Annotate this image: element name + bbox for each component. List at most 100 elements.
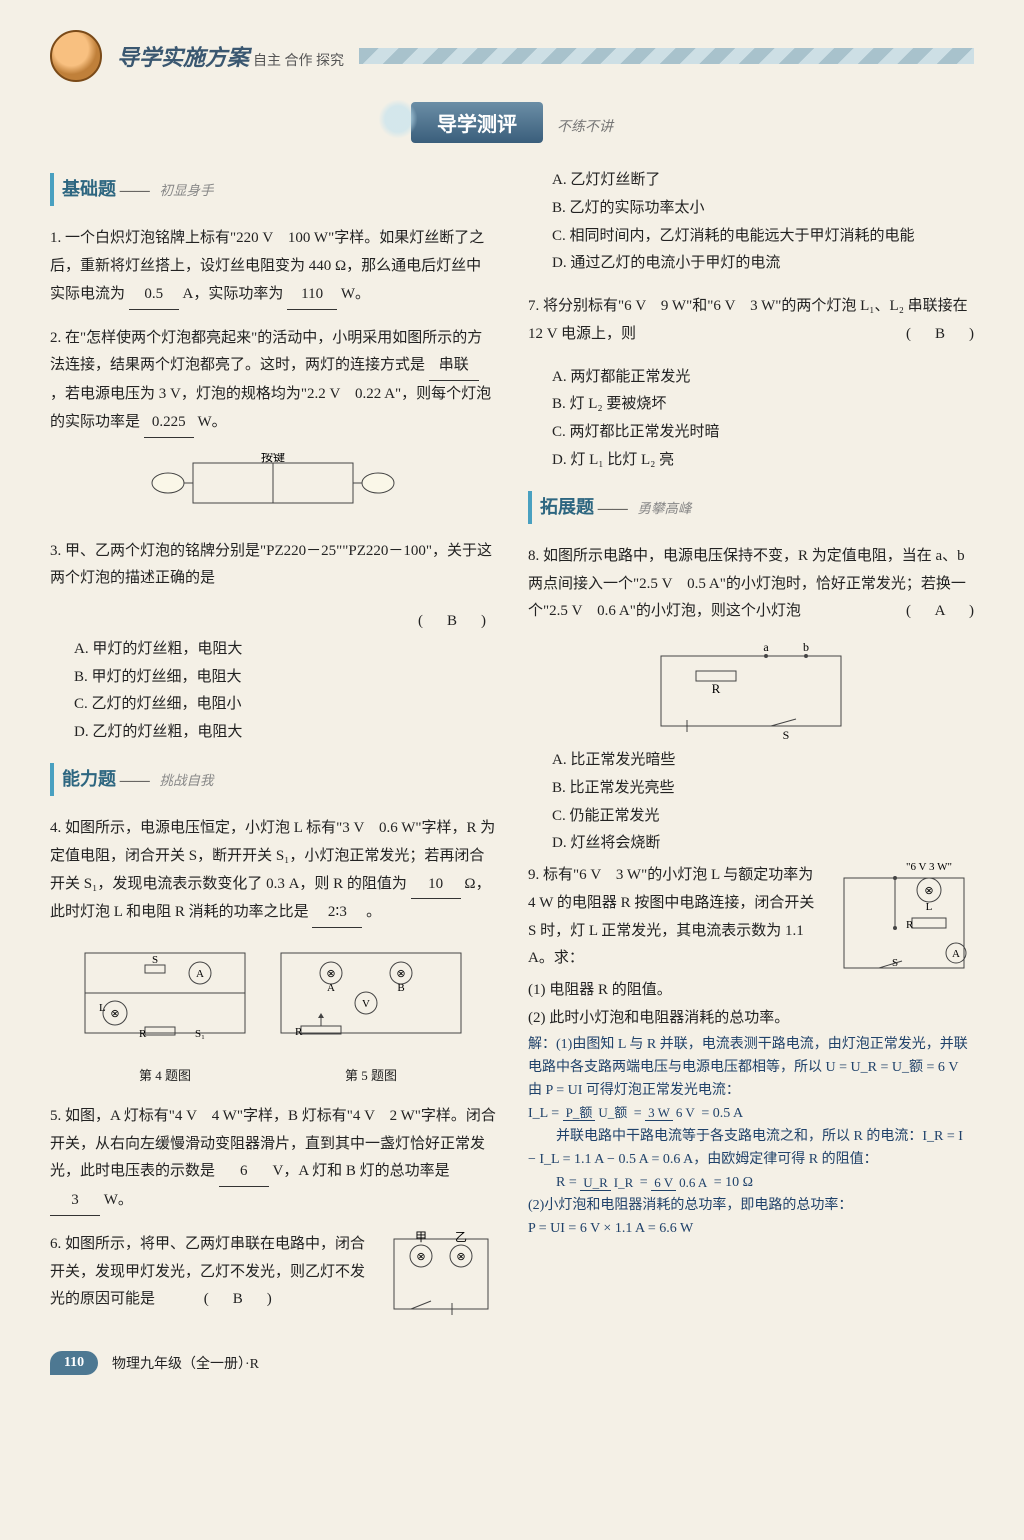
sol9-eq2-mid: = <box>640 1175 648 1190</box>
q9-solution: 解：(1)由图知 L 与 R 并联，电流表测干路电流，由灯泡正常发光，并联电路中… <box>528 1033 974 1241</box>
section-basic-sub: 初显身手 <box>160 183 214 198</box>
q3-optB: B. 甲灯的灯丝细，电阻大 <box>74 664 496 692</box>
svg-text:L: L <box>99 1002 106 1014</box>
book-title: 物理九年级（全一册）·R <box>112 1353 259 1373</box>
page-number: 110 <box>50 1351 98 1375</box>
q3-optC: C. 乙灯的灯丝细，电阻小 <box>74 691 496 719</box>
eval-title: 导学测评 <box>411 102 543 143</box>
sol9-eq1-bot2: 6 V <box>673 1105 698 1120</box>
q9-diagram: "6 V 3 W" ⊗ L R A S <box>834 858 974 978</box>
sol9-l5: P = UI = 6 V × 1.1 A = 6.6 W <box>528 1217 974 1240</box>
svg-text:A: A <box>327 982 335 994</box>
q7-optC: C. 两灯都比正常发光时暗 <box>552 419 974 447</box>
svg-text:⊗: ⊗ <box>110 1008 119 1020</box>
svg-text:A: A <box>196 968 204 980</box>
q4-blank2: 2∶3 <box>312 899 362 928</box>
svg-text:"6 V 3 W": "6 V 3 W" <box>906 861 952 873</box>
svg-text:B: B <box>397 982 404 994</box>
svg-text:⊗: ⊗ <box>456 1251 465 1263</box>
q4-diagram: A S ⊗ L R S₁ <box>75 943 255 1053</box>
q7-optB: B. 灯 L₂ 要被烧坏 <box>552 391 974 419</box>
header-subtitle: 自主 合作 探究 <box>253 54 344 69</box>
q5-caption: 第 5 题图 <box>271 1064 471 1088</box>
q7-answer: B <box>926 321 954 349</box>
sol9-eq1-right: = 0.5 A <box>701 1106 743 1121</box>
section-ext-sub: 勇攀高峰 <box>638 501 692 516</box>
q8: 8. 如图所示电路中，电源电压保持不变，R 为定值电阻，当在 a、b 两点间接入… <box>528 543 974 626</box>
q2-blank2: 0.225 <box>144 409 194 438</box>
svg-text:R: R <box>712 681 721 696</box>
page-footer: 110 物理九年级（全一册）·R <box>50 1351 974 1375</box>
svg-text:R: R <box>139 1028 147 1040</box>
q1-blank1: 0.5 <box>129 281 179 310</box>
q5-text-b: V，A 灯和 B 灯的总功率是 <box>273 1163 450 1179</box>
q6-diagram: ⊗ ⊗ 甲 乙 <box>386 1231 496 1321</box>
svg-text:R: R <box>295 1026 303 1038</box>
svg-text:A: A <box>952 948 960 960</box>
q1-text-c: W。 <box>341 286 370 302</box>
section-power-dash: —— <box>120 773 150 789</box>
q3-stem: 3. 甲、乙两个灯泡的铭牌分别是"PZ220－25""PZ220－100"，关于… <box>50 538 496 594</box>
q6-optD: D. 通过乙灯的电流小于甲灯的电流 <box>552 250 974 278</box>
sol9-eq2-bot: I_R <box>611 1175 637 1190</box>
q6-optA: A. 乙灯灯丝断了 <box>552 167 974 195</box>
q9-part2: (2) 此时小灯泡和电阻器消耗的总功率。 <box>528 1005 822 1033</box>
sol9-eq2-top: U_R <box>580 1175 611 1191</box>
q7-optA: A. 两灯都能正常发光 <box>552 364 974 392</box>
q2-blank1: 串联 <box>429 352 479 381</box>
svg-text:⊗: ⊗ <box>924 885 933 897</box>
svg-text:⊗: ⊗ <box>396 968 405 980</box>
sol9-l3: 并联电路中干路电流等于各支路电流之和，所以 R 的电流：I_R = I − I_… <box>528 1125 974 1171</box>
q2-text-a: 2. 在"怎样使两个灯泡都亮起来"的活动中，小明采用如图所示的方法连接，结果两个… <box>50 330 482 374</box>
sol9-eq1-left: I_L = <box>528 1106 559 1121</box>
q2-diagram: 按键 <box>123 453 423 523</box>
q8-optA: A. 比正常发光暗些 <box>552 747 775 775</box>
svg-text:乙: 乙 <box>455 1231 467 1244</box>
q6-answer: B <box>224 1286 252 1314</box>
q5: 5. 如图，A 灯标有"4 V 4 W"字样，B 灯标有"4 V 2 W"字样。… <box>50 1103 496 1216</box>
sol9-eq1-top1: P_额 <box>563 1105 596 1121</box>
q3-answer: B <box>438 608 466 636</box>
svg-text:S: S <box>783 728 790 741</box>
left-column: 基础题 —— 初显身手 1. 一个白炽灯泡铭牌上标有"220 V 100 W"字… <box>50 167 496 1321</box>
mascot-icon <box>50 30 102 82</box>
q5-blank2: 3 <box>50 1187 100 1216</box>
sol9-eq1-mid: = <box>634 1106 642 1121</box>
sol9-l2: 由 P = UI 可得灯泡正常发光电流： <box>528 1079 974 1102</box>
q1-text-b: A，实际功率为 <box>183 286 284 302</box>
svg-text:b: b <box>803 641 809 654</box>
svg-text:S: S <box>152 954 158 966</box>
q4-blank1: 10 <box>411 871 461 900</box>
q8-optB: B. 比正常发光亮些 <box>552 775 775 803</box>
q2-text-c: W。 <box>198 414 227 430</box>
q5-text-c: W。 <box>104 1192 133 1208</box>
q7-optD: D. 灯 L₁ 比灯 L₂ 亮 <box>552 447 974 475</box>
svg-text:a: a <box>763 641 769 654</box>
q3-stem-text: 3. 甲、乙两个灯泡的铭牌分别是"PZ220－25""PZ220－100"，关于… <box>50 543 492 587</box>
q5-blank1: 6 <box>219 1158 269 1187</box>
right-column: A. 乙灯灯丝断了 B. 乙灯的实际功率太小 C. 相同时间内，乙灯消耗的电能远… <box>528 167 974 1321</box>
svg-text:甲: 甲 <box>415 1231 427 1244</box>
sol9-eq2-top2: 6 V <box>651 1175 676 1191</box>
section-ext-label: 拓展题 <box>528 491 594 524</box>
q6-optC: C. 相同时间内，乙灯消耗的电能远大于甲灯消耗的电能 <box>552 223 974 251</box>
q9-part1: (1) 电阻器 R 的阻值。 <box>528 977 822 1005</box>
eval-banner: 导学测评 不练不讲 <box>50 102 974 143</box>
svg-text:R: R <box>906 919 914 931</box>
sol9-l4: (2)小灯泡和电阻器消耗的总功率，即电路的总功率： <box>528 1194 974 1217</box>
q2-text-b: ，若电源电压为 3 V，灯泡的规格均为"2.2 V 0.22 A"，则每个灯泡的… <box>50 386 491 430</box>
section-ext-dash: —— <box>598 501 628 517</box>
q9-row: 9. 标有"6 V 3 W"的小灯泡 L 与额定功率为 4 W 的电阻器 R 按… <box>528 858 974 1033</box>
q7-stem: 7. 将分别标有"6 V 9 W"和"6 V 3 W"的两个灯泡 L₁、L₂ 串… <box>528 298 968 342</box>
q2-diagram-label: 按键 <box>261 453 285 464</box>
header-title: 导学实施方案 <box>117 45 249 70</box>
q8-optD: D. 灯丝将会烧断 <box>552 830 775 858</box>
sol9-l1: 解：(1)由图知 L 与 R 并联，电流表测干路电流，由灯泡正常发光，并联电路中… <box>528 1033 974 1079</box>
q4: 4. 如图所示，电源电压恒定，小灯泡 L 标有"3 V 0.6 W"字样，R 为… <box>50 815 496 928</box>
section-basic-dash: —— <box>120 183 150 199</box>
q9-stem: 9. 标有"6 V 3 W"的小灯泡 L 与额定功率为 4 W 的电阻器 R 按… <box>528 862 822 973</box>
svg-text:L: L <box>926 901 933 913</box>
svg-text:S₁: S₁ <box>195 1028 205 1040</box>
q5-diagram: ⊗A ⊗B V R <box>271 943 471 1053</box>
svg-text:⊗: ⊗ <box>326 968 335 980</box>
